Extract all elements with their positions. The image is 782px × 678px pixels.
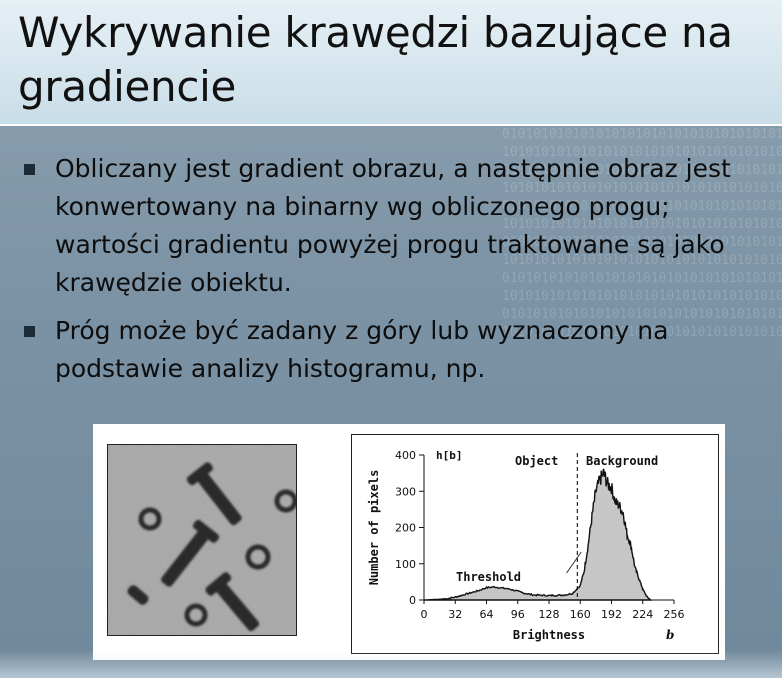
figure-panel: 0 100 200 300 400 0 32 64 96 128 160 192 224 256 h[b]… <box>93 424 725 660</box>
y-tick-label: 300 <box>395 485 416 498</box>
binary-background-pattern: 0101010101010101010101010101010101010101… <box>502 127 782 340</box>
x-tick-label: 256 <box>664 608 685 621</box>
x-tick-label: 96 <box>511 608 525 621</box>
slide-bottom-edge <box>0 650 782 678</box>
x-tick-label: 224 <box>632 608 653 621</box>
x-tick-label: 192 <box>601 608 622 621</box>
background-label: Background <box>586 454 658 468</box>
x-variable-label: b <box>666 628 674 642</box>
x-tick-label: 64 <box>480 608 494 621</box>
x-tick-label: 160 <box>570 608 591 621</box>
histogram-svg: 0 100 200 300 400 0 32 64 96 128 160 192 224 256 h[b]… <box>367 449 685 642</box>
bullet-text: Obliczany jest gradient obrazu, a następ… <box>55 154 731 297</box>
y-tick-label: 100 <box>395 558 416 571</box>
title-bar: Wykrywanie krawędzi bazujące na gradienc… <box>0 0 782 126</box>
bullet-list: Obliczany jest gradient obrazu, a następ… <box>22 150 762 398</box>
micrograph-objects <box>108 445 296 635</box>
threshold-label: Threshold <box>456 570 521 584</box>
threshold-pointer <box>566 551 582 574</box>
object-label: Object <box>515 454 558 468</box>
histogram-chart: 0 100 200 300 400 0 32 64 96 128 160 192 224 256 h[b]… <box>351 434 719 654</box>
bullet-square-icon <box>24 326 35 337</box>
chart-title: h[b] <box>436 449 463 462</box>
bullet-square-icon <box>24 164 35 175</box>
slide-title: Wykrywanie krawędzi bazujące na gradienc… <box>18 8 733 111</box>
y-tick-label: 400 <box>395 449 416 462</box>
x-tick-label: 128 <box>539 608 560 621</box>
y-axis-label: Number of pixels <box>367 470 381 586</box>
x-tick-label: 32 <box>448 608 462 621</box>
bullet-item: Próg może być zadany z góry lub wyznaczo… <box>22 312 762 388</box>
micrograph-image <box>107 444 297 636</box>
x-tick-label: 0 <box>421 608 428 621</box>
bullet-item: Obliczany jest gradient obrazu, a następ… <box>22 150 762 302</box>
y-tick-label: 0 <box>409 594 416 607</box>
x-axis-label: Brightness <box>513 628 585 642</box>
y-tick-label: 200 <box>395 522 416 535</box>
histogram-series <box>424 468 653 601</box>
bullet-text: Próg może być zadany z góry lub wyznaczo… <box>55 316 669 383</box>
